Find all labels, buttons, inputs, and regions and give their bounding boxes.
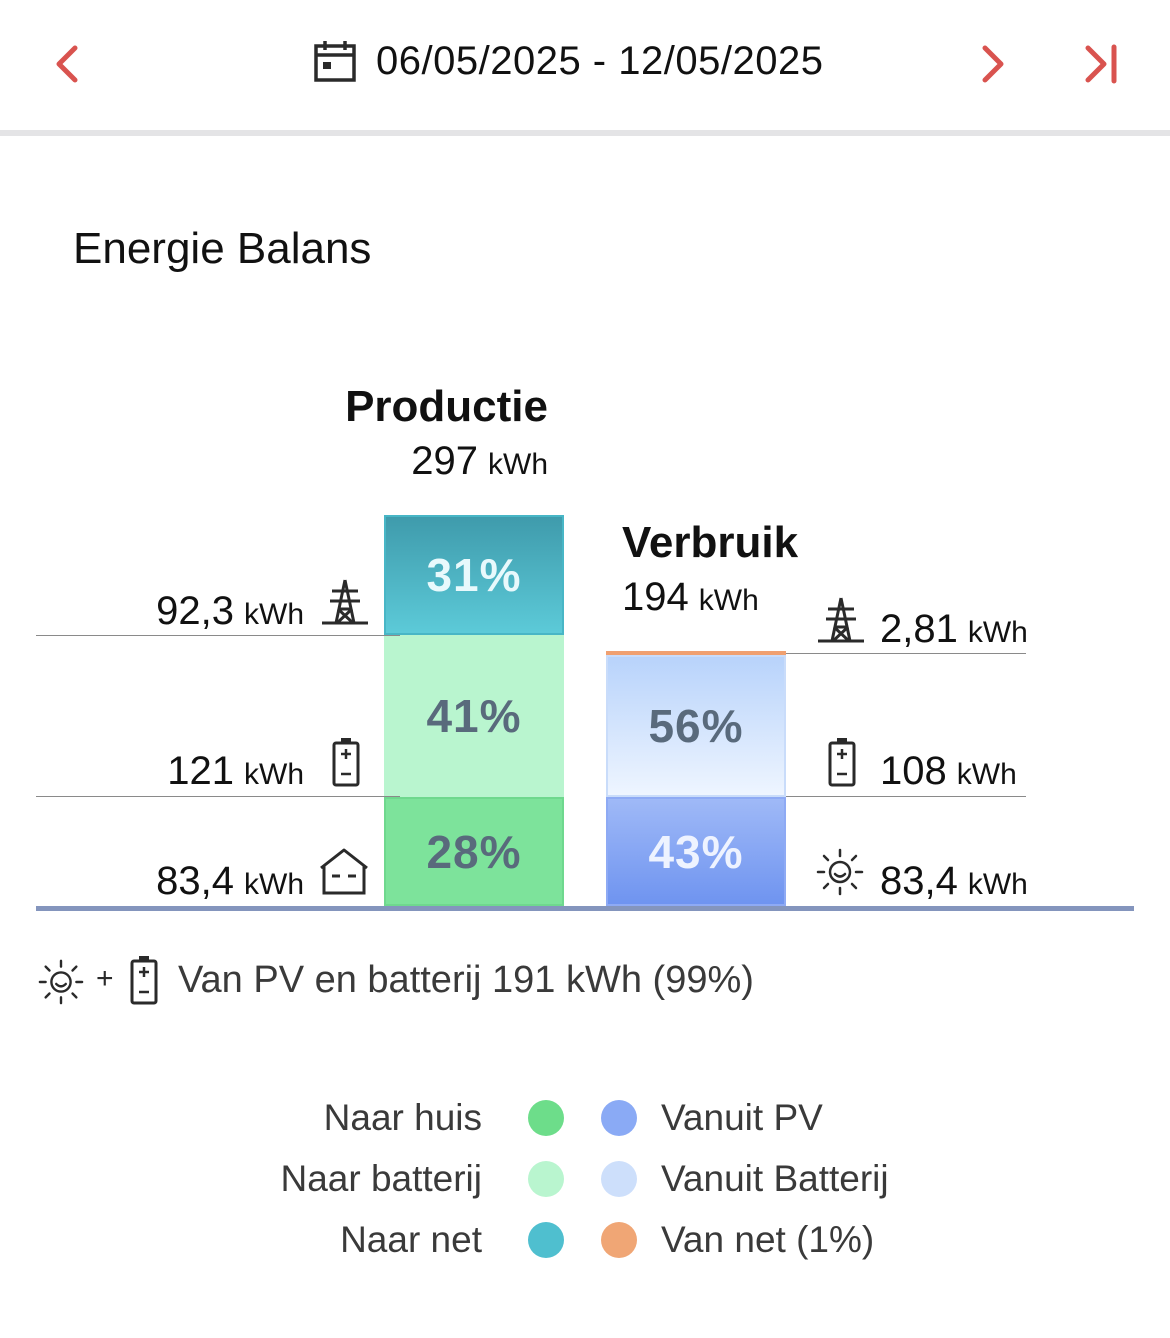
legend-label-naar-net: Naar net <box>340 1219 482 1260</box>
production-house-percent: 28% <box>426 825 522 878</box>
consumption-grid-unit: kWh <box>967 616 1028 649</box>
legend-label-vanuit-batterij: Vanuit Batterij <box>661 1158 889 1199</box>
chevron-left-icon <box>56 45 78 83</box>
legend-dot-naar-net <box>528 1222 564 1258</box>
production-segment-battery[interactable]: 41% <box>384 635 564 797</box>
production-segment-house[interactable]: 28% <box>384 797 564 906</box>
production-grid-value: 92,3 kWh <box>156 588 304 638</box>
date-range[interactable]: 06/05/2025 - 12/05/2025 <box>376 39 824 83</box>
consumption-total: 194 kWh <box>622 574 798 624</box>
sun-icon <box>38 959 84 1005</box>
calendar-icon[interactable] <box>312 38 358 84</box>
legend-label-naar-batterij: Naar batterij <box>280 1158 482 1199</box>
sun-icon <box>816 848 864 896</box>
consumption-battery-amount: 108 <box>880 749 947 793</box>
legend-dot-naar-batterij <box>528 1161 564 1197</box>
last-period-button[interactable] <box>1072 36 1132 92</box>
legend-label-naar-huis: Naar huis <box>323 1097 482 1138</box>
consumption-pv-percent: 43% <box>648 825 744 878</box>
consumption-grid-line <box>786 653 1026 654</box>
production-battery-percent: 41% <box>426 690 522 742</box>
power-pylon-icon <box>818 597 864 643</box>
consumption-battery-line <box>786 796 1026 797</box>
chart-baseline <box>36 906 1134 911</box>
consumption-pv-amount: 83,4 <box>880 859 958 903</box>
legend-label-van-net: Van net (1%) <box>661 1219 875 1260</box>
production-total: 297 kWh <box>300 438 548 488</box>
consumption-title: Verbruik <box>622 518 799 567</box>
production-house-unit: kWh <box>244 868 304 901</box>
consumption-total-unit: kWh <box>698 584 759 617</box>
consumption-grid-value: 2,81 kWh <box>880 606 1028 656</box>
self-sufficiency-summary: Van PV en batterij 191 kWh (99%) <box>178 959 754 1001</box>
production-grid-percent: 31% <box>426 549 522 601</box>
consumption-battery-unit: kWh <box>956 758 1017 791</box>
production-house-value: 83,4 kWh <box>156 858 304 908</box>
consumption-bar[interactable]: 56% 43% <box>606 651 786 906</box>
production-battery-line <box>36 796 400 797</box>
legend-dot-van-net <box>601 1222 637 1258</box>
production-header: Productie 297 kWh <box>300 382 548 488</box>
consumption-segment-grid[interactable] <box>606 651 786 655</box>
production-house-amount: 83,4 <box>156 859 234 903</box>
consumption-battery-value: 108 kWh <box>880 748 1017 798</box>
legend-label-vanuit-pv: Vanuit PV <box>661 1097 823 1138</box>
legend-dot-vanuit-pv <box>601 1100 637 1136</box>
production-total-value: 297 <box>411 439 478 483</box>
production-grid-amount: 92,3 <box>156 589 234 633</box>
consumption-header: Verbruik 194 kWh <box>622 518 798 624</box>
production-grid-line <box>36 635 400 636</box>
production-battery-unit: kWh <box>244 758 304 791</box>
production-battery-amount: 121 <box>167 749 234 793</box>
consumption-battery-percent: 56% <box>648 700 744 752</box>
skip-to-end-icon <box>1085 44 1117 84</box>
consumption-total-value: 194 <box>622 575 689 619</box>
previous-period-button[interactable] <box>36 36 96 92</box>
header-divider <box>0 130 1170 136</box>
consumption-pv-unit: kWh <box>967 868 1028 901</box>
consumption-segment-pv[interactable]: 43% <box>606 797 786 906</box>
battery-icon <box>828 738 856 787</box>
battery-icon <box>332 738 360 787</box>
plus-sign: + <box>96 962 114 995</box>
consumption-pv-value: 83,4 kWh <box>880 858 1028 908</box>
consumption-segment-battery[interactable]: 56% <box>606 655 786 797</box>
production-bar[interactable]: 31% 41% 28% <box>384 515 564 906</box>
next-period-button[interactable] <box>964 36 1024 92</box>
card-title: Energie Balans <box>73 224 372 273</box>
battery-icon <box>130 956 158 1005</box>
legend-dot-vanuit-batterij <box>601 1161 637 1197</box>
legend-dot-naar-huis <box>528 1100 564 1136</box>
chevron-right-icon <box>982 45 1004 83</box>
power-pylon-icon <box>322 579 368 625</box>
production-battery-value: 121 kWh <box>167 748 304 798</box>
consumption-grid-amount: 2,81 <box>880 607 958 651</box>
production-title: Productie <box>345 382 548 431</box>
house-icon <box>320 848 368 895</box>
production-segment-grid[interactable]: 31% <box>384 515 564 635</box>
production-total-unit: kWh <box>488 448 548 481</box>
production-grid-unit: kWh <box>244 598 304 631</box>
